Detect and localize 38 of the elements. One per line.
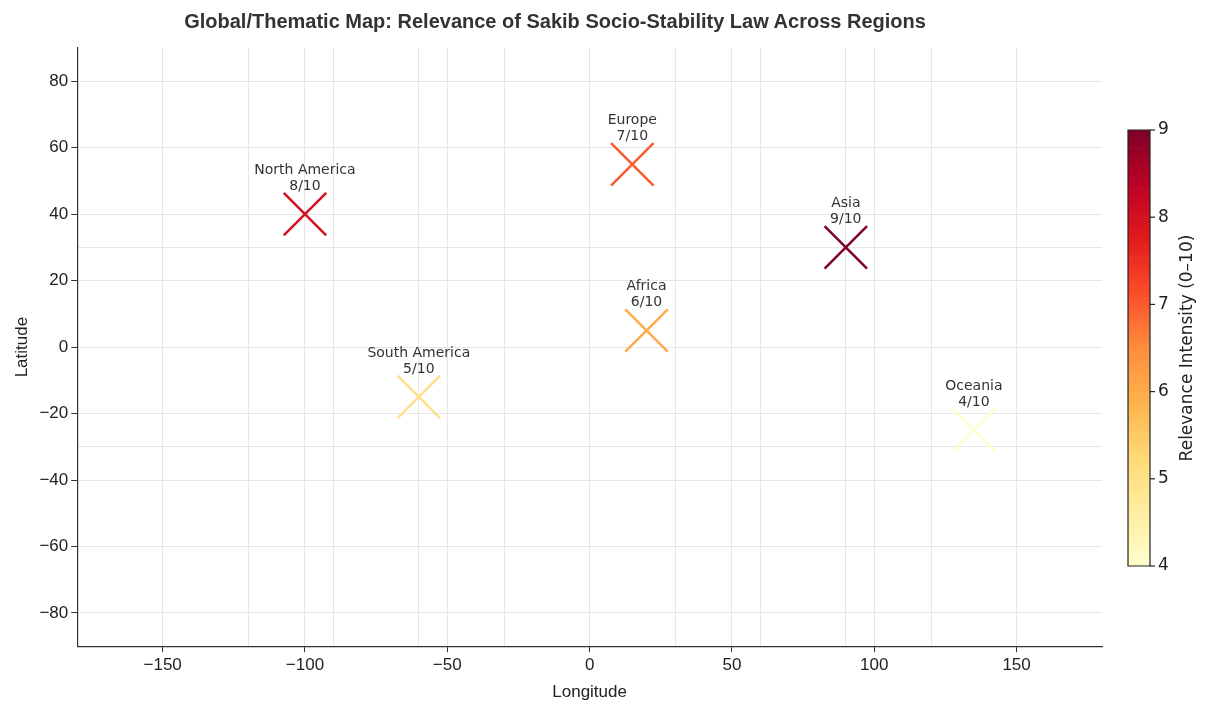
color-bar-label: 5 xyxy=(1158,467,1169,488)
color-bar-label: 6 xyxy=(1158,380,1169,401)
chart-title: Global/Thematic Map: Relevance of Sakib Socio-Stability Law Across Regions xyxy=(184,9,926,32)
y-tick-label: −20 xyxy=(39,403,69,423)
point xyxy=(282,191,328,237)
y-tick-label: 0 xyxy=(58,336,69,356)
y-tick-label: −40 xyxy=(39,469,69,489)
annotation: Africa 6/10 xyxy=(626,277,667,310)
x-tick-label: 150 xyxy=(1002,655,1031,675)
y-tick-label: 40 xyxy=(49,203,69,223)
y-tick-label: 60 xyxy=(49,137,69,157)
point xyxy=(396,374,442,420)
point xyxy=(951,407,997,453)
point xyxy=(624,308,670,353)
color-bar-label: 7 xyxy=(1158,292,1169,313)
x-tick-label: 0 xyxy=(584,655,595,675)
color-bar-label: 9 xyxy=(1158,118,1169,139)
annotation: Europe 7/10 xyxy=(607,111,657,144)
y-tick-label: −60 xyxy=(39,536,69,556)
x-tick-label: −50 xyxy=(432,655,462,675)
annotation: Oceania 4/10 xyxy=(945,377,1003,410)
x-tick-label: 100 xyxy=(860,655,889,675)
y-tick-label: 80 xyxy=(49,70,69,90)
x-tick-label: −100 xyxy=(285,655,325,675)
x-tick-label: −150 xyxy=(143,655,182,675)
annotation: Asia 9/10 xyxy=(830,194,862,227)
x-tick-label: 50 xyxy=(722,655,742,675)
color-bar-title: Relevance Intensity (0–10) xyxy=(1176,234,1197,462)
y-tick-label: −80 xyxy=(39,602,69,622)
color-bar-label: 8 xyxy=(1158,205,1169,226)
x-axis-title: Longitude xyxy=(552,682,627,702)
y-axis-title: Latitude xyxy=(11,316,31,378)
annotation: North America 8/10 xyxy=(254,161,356,194)
color-bar-label: 4 xyxy=(1158,554,1169,575)
annotation: South America 5/10 xyxy=(367,343,471,376)
y-tick-label: 20 xyxy=(49,270,69,290)
point xyxy=(823,224,869,270)
point xyxy=(609,141,655,187)
